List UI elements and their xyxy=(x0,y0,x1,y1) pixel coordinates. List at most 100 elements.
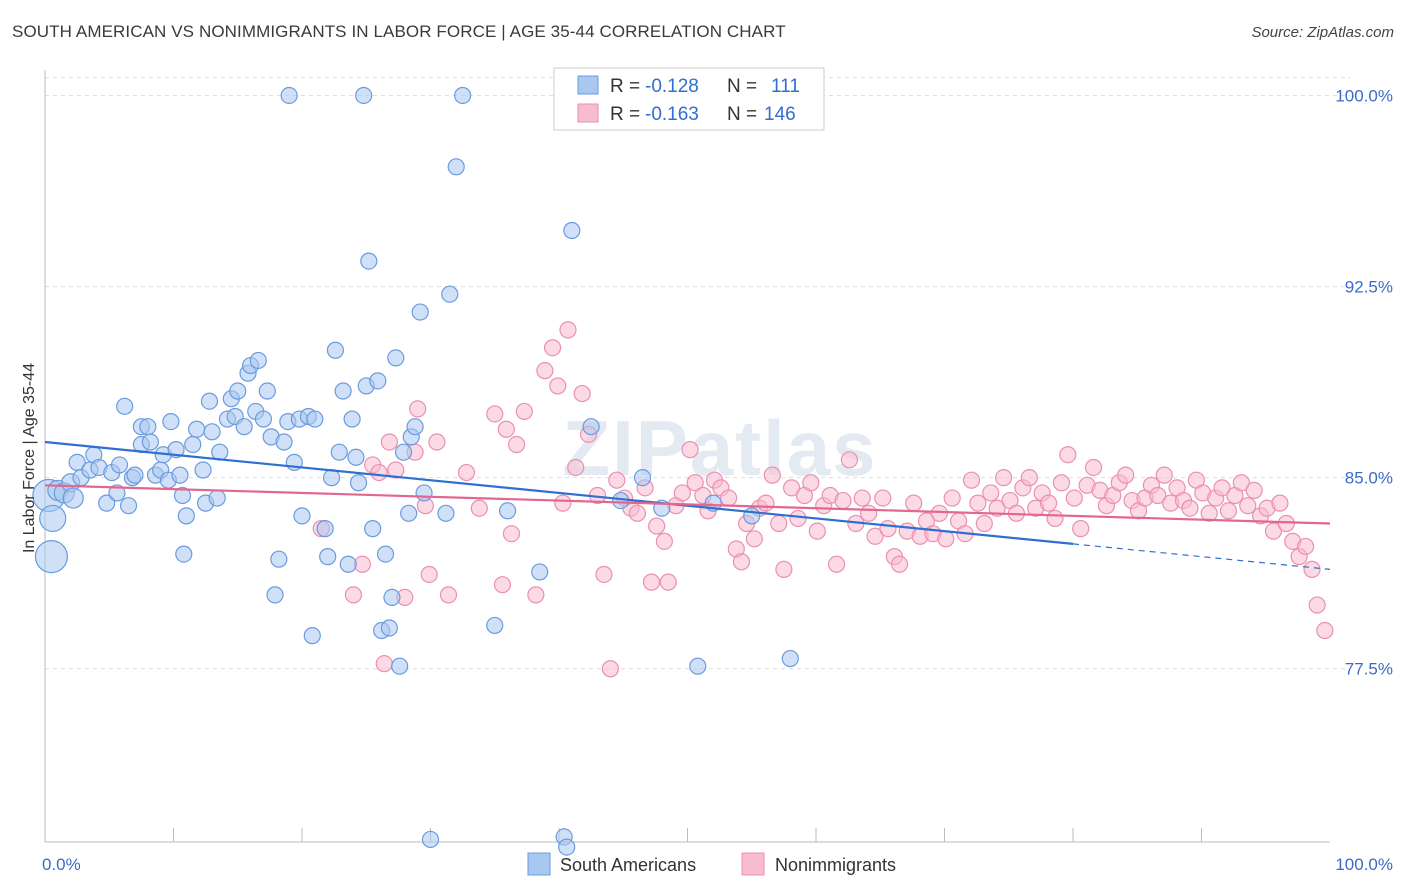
nonimmigrant-point-17 xyxy=(486,405,504,423)
south-american-point-77 xyxy=(360,252,378,270)
nonimmigrant-point-23 xyxy=(527,586,545,604)
south-american-point-97 xyxy=(486,616,504,635)
nonimmigrant-point-33 xyxy=(595,565,613,584)
south-american-point-82 xyxy=(380,619,398,637)
nonimmigrant-point-62 xyxy=(782,479,801,497)
south-american-point-56 xyxy=(275,433,293,451)
south-american-point-23 xyxy=(141,433,159,451)
south-american-point-84 xyxy=(387,349,405,367)
south-american-point-46 xyxy=(235,418,253,436)
south-american-point-92 xyxy=(421,830,440,849)
nonimmigrant-point-13 xyxy=(428,433,446,451)
south-american-point-110 xyxy=(743,507,761,525)
nonimmigrant-point-71 xyxy=(840,451,859,469)
nonimmigrant-point-56 xyxy=(745,530,763,548)
south-american-point-1 xyxy=(34,540,69,574)
south-american-point-36 xyxy=(194,461,212,479)
south-american-point-83 xyxy=(383,588,401,607)
y-tick-labels: 77.5% 85.0% 92.5% 100.0% xyxy=(1335,86,1393,678)
south-american-point-68 xyxy=(326,341,345,359)
nonimmigrant-point-105 xyxy=(1059,446,1077,464)
nonimmigrant-point-90 xyxy=(962,471,981,489)
south-american-point-70 xyxy=(334,382,352,400)
nonimmigrant-point-91 xyxy=(969,494,987,512)
nonimmigrant-point-6 xyxy=(380,433,398,451)
south-american-point-40 xyxy=(208,489,226,507)
nonimmigrant-point-76 xyxy=(874,489,892,507)
nonimmigrant-point-20 xyxy=(502,525,521,543)
legend-swatch-blue xyxy=(577,75,599,95)
south-american-point-69 xyxy=(330,443,348,461)
south-american-point-51 xyxy=(254,410,273,428)
south-american-point-52 xyxy=(258,382,276,400)
legend-r-value-1: -0.128 xyxy=(645,76,699,97)
nonimmigrant-point-26 xyxy=(549,377,567,395)
south-american-point-6 xyxy=(62,487,84,509)
south-american-point-73 xyxy=(347,448,365,466)
south-american-point-19 xyxy=(126,466,144,484)
y-axis-title: In Labor Force | Age 35-44 xyxy=(21,363,38,553)
grid-lines xyxy=(45,77,1350,670)
nonimmigrant-point-142 xyxy=(1296,537,1315,556)
legend-n-value-2: 146 xyxy=(764,104,796,125)
nonimmigrant-point-29 xyxy=(567,458,585,477)
nonimmigrant-point-104 xyxy=(1052,474,1071,492)
nonimmigrant-point-107 xyxy=(1072,520,1090,538)
south-american-point-30 xyxy=(171,466,189,484)
nonimmigrant-point-34 xyxy=(601,660,620,678)
nonimmigrant-point-139 xyxy=(1277,514,1295,533)
x-tick-label-1: 100.0% xyxy=(1335,855,1393,874)
nonimmigrant-point-79 xyxy=(890,555,909,573)
south-american-point-104 xyxy=(689,657,707,675)
legend-n-label-1: N = xyxy=(727,76,757,97)
nonimmigrant-point-130 xyxy=(1219,502,1238,520)
south-american-point-90 xyxy=(411,303,429,321)
south-american-point-31 xyxy=(173,486,192,505)
south-american-point-61 xyxy=(293,507,311,525)
nonimmigrant-point-69 xyxy=(827,555,846,573)
south-american-point-103 xyxy=(582,418,600,436)
nonimmigrant-point-30 xyxy=(573,384,591,403)
south-american-point-22 xyxy=(139,418,157,436)
nonimmigrant-point-124 xyxy=(1181,499,1199,517)
south-american-point-96 xyxy=(454,86,472,105)
y-tick-label-3: 100.0% xyxy=(1335,86,1393,105)
nonimmigrant-point-35 xyxy=(608,471,626,489)
south-american-point-74 xyxy=(349,474,368,492)
south-american-point-93 xyxy=(437,504,455,522)
nonimmigrant-point-127 xyxy=(1200,504,1218,522)
x-tick-label-0: 0.0% xyxy=(42,855,81,874)
south-american-point-39 xyxy=(203,423,221,441)
south-americans-trend-line xyxy=(44,440,1074,545)
legend-r-label-2: R = xyxy=(610,104,640,125)
legend: R = -0.128 N = 111 R = -0.163 N = 146 xyxy=(553,67,825,131)
bottom-legend-label-2: Nonimmigrants xyxy=(775,855,896,875)
nonimmigrant-point-65 xyxy=(802,474,820,492)
y-tick-label-2: 92.5% xyxy=(1345,278,1393,297)
nonimmigrant-point-144 xyxy=(1308,596,1326,614)
south-american-point-14 xyxy=(108,484,126,502)
nonimmigrant-point-102 xyxy=(1039,494,1058,512)
nonimmigrant-point-66 xyxy=(808,522,826,540)
south-american-point-2 xyxy=(39,504,67,533)
nonimmigrant-point-75 xyxy=(866,527,884,545)
nonimmigrant-point-137 xyxy=(1264,522,1283,540)
nonimmigrant-point-95 xyxy=(995,469,1013,487)
nonimmigrant-point-18 xyxy=(493,576,512,594)
nonimmigrant-point-22 xyxy=(515,402,533,421)
south-american-point-102 xyxy=(563,221,581,240)
south-american-point-79 xyxy=(369,372,387,390)
nonimmigrant-point-14 xyxy=(439,586,458,604)
nonimmigrant-point-92 xyxy=(975,514,993,533)
south-american-point-12 xyxy=(98,494,116,512)
nonimmigrant-point-145 xyxy=(1316,621,1334,640)
nonimmigrant-point-119 xyxy=(1149,486,1167,505)
south-american-point-28 xyxy=(162,413,180,431)
nonimmigrant-point-74 xyxy=(860,504,878,522)
nonimmigrant-point-52 xyxy=(720,489,738,507)
nonimmigrant-point-77 xyxy=(879,520,897,538)
south-american-point-91 xyxy=(415,484,433,502)
south-american-point-38 xyxy=(200,392,219,410)
nonimmigrant-point-25 xyxy=(543,339,562,357)
south-american-point-50 xyxy=(249,351,267,370)
